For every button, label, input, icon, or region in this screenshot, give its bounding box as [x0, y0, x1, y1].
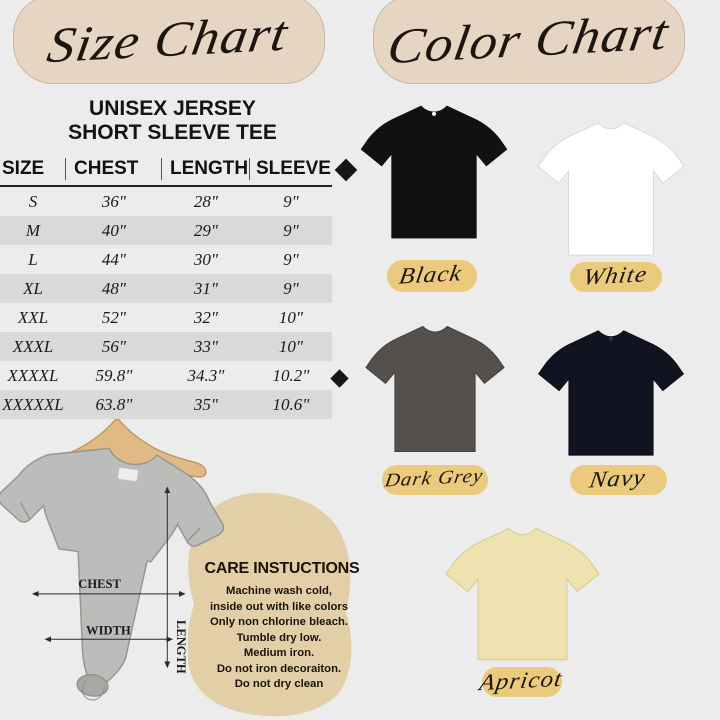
svg-text:LENGTH: LENGTH [174, 620, 188, 674]
svg-text:CHEST: CHEST [78, 577, 121, 591]
svg-text:WIDTH: WIDTH [86, 623, 131, 637]
